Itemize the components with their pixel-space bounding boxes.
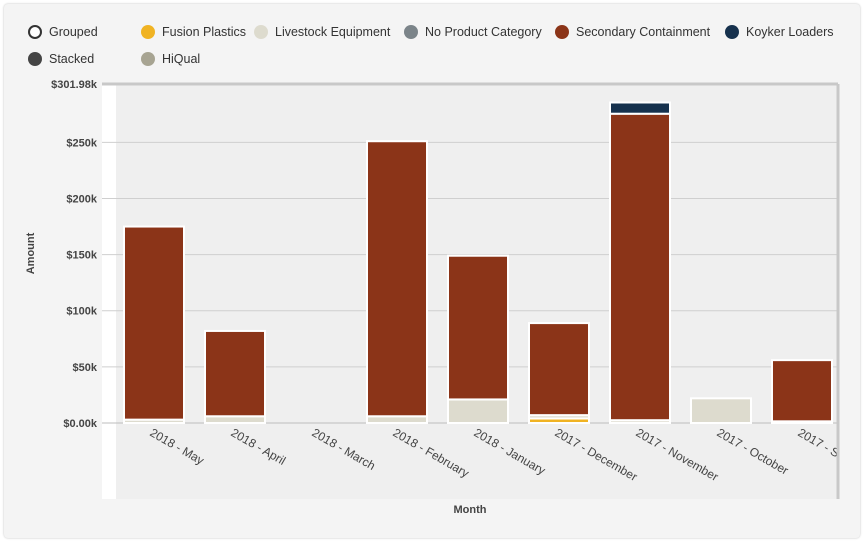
y-tick-label: $301.98k [51, 79, 98, 91]
legend-label: Koyker Loaders [746, 25, 834, 39]
bar-livestock-equipment[interactable] [690, 397, 752, 425]
legend-marker-icon [141, 52, 155, 66]
legend-marker-icon [555, 25, 569, 39]
legend-item-secondary-containment[interactable]: Secondary Containment [555, 25, 710, 39]
y-tick-label: $0.00k [63, 418, 98, 430]
y-axis-title: Amount [25, 232, 37, 274]
plot-left-strip [102, 84, 116, 499]
legend-marker-icon [254, 25, 268, 39]
bar-secondary-containment[interactable] [204, 329, 266, 418]
bar-koyker-loaders[interactable] [609, 101, 671, 115]
legend-label: HiQual [162, 52, 201, 66]
bar-livestock-equipment[interactable] [447, 398, 509, 425]
legend-item-koyker-loaders[interactable]: Koyker Loaders [725, 25, 834, 39]
legend-item-no-product-category[interactable]: No Product Category [404, 25, 542, 39]
bar-secondary-containment[interactable] [528, 322, 590, 417]
bar-secondary-containment[interactable] [366, 140, 428, 418]
bar-secondary-containment[interactable] [609, 112, 671, 422]
legend-item-hiqual[interactable]: HiQual [141, 52, 200, 66]
bar-livestock-equipment[interactable] [366, 415, 428, 425]
legend-label: Stacked [49, 52, 95, 66]
y-tick-label: $150k [66, 250, 97, 262]
y-tick-label: $250k [66, 137, 97, 149]
legend-label: Fusion Plastics [162, 25, 247, 39]
legend-marker-icon [28, 25, 42, 39]
plot-right-margin [838, 84, 860, 503]
legend-item-grouped[interactable]: Grouped [28, 25, 98, 39]
y-tick-label: $100k [66, 306, 97, 318]
x-axis-title: Month [454, 504, 487, 516]
legend-label: Grouped [49, 25, 98, 39]
bar-secondary-containment[interactable] [771, 359, 833, 423]
legend-marker-icon [404, 25, 418, 39]
legend-item-fusion-plastics[interactable]: Fusion Plastics [141, 25, 246, 39]
y-tick-label: $200k [66, 193, 97, 205]
legend-item-livestock-equipment[interactable]: Livestock Equipment [254, 25, 390, 39]
chart-card: Grouped Fusion Plastics Livestock Equipmen… [4, 4, 860, 538]
legend-marker-icon [725, 25, 739, 39]
bar-chart: $0.00k$50k$100k$150k$200k$250k$301.98k20… [25, 79, 860, 516]
bar-secondary-containment[interactable] [123, 225, 185, 421]
legend-item-stacked[interactable]: Stacked [28, 52, 94, 66]
y-tick-label: $50k [73, 362, 98, 374]
legend-marker-icon [141, 25, 155, 39]
legend-label: Livestock Equipment [275, 25, 391, 39]
bar-livestock-equipment[interactable] [204, 415, 266, 425]
bar-secondary-containment[interactable] [447, 254, 509, 401]
legend-marker-icon [28, 52, 42, 66]
legend-label: No Product Category [425, 25, 542, 39]
legend-label: Secondary Containment [576, 25, 711, 39]
